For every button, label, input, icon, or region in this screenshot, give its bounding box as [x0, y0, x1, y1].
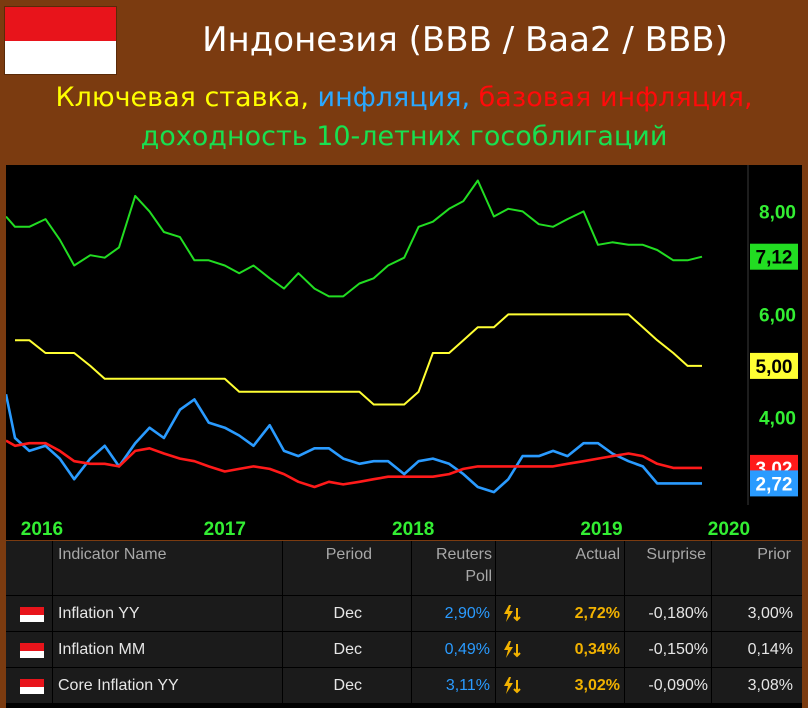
row-period: Dec: [333, 677, 362, 694]
row-surprise: -0,090%: [648, 677, 708, 694]
header-poll-line2: Poll: [465, 568, 492, 585]
series-line-core_inflation: [6, 439, 702, 489]
chart-svg: 8,006,004,007,125,003,022,72 2016 2017 201…: [6, 165, 798, 540]
row-actual: 0,34%: [574, 641, 620, 658]
subtitle-inflation: инфляция,: [317, 82, 471, 113]
y-tick-label: 8,00: [759, 202, 796, 223]
x-tick-label: 2020: [708, 519, 750, 540]
subtitle-key-rate: Ключевая ставка,: [55, 82, 309, 113]
header-period: Period: [325, 546, 372, 563]
header-poll-line1: Reuters: [435, 546, 492, 563]
x-tick-label: 2017: [204, 519, 246, 540]
label-layer: 8,006,004,007,125,003,022,72: [750, 202, 798, 497]
indonesia-flag-icon: [20, 643, 44, 658]
row-indicator-name: Core Inflation YY: [58, 677, 179, 694]
header-poll: Reuters Poll: [416, 544, 492, 594]
row-indicator-name: Inflation MM: [58, 641, 146, 658]
lightning-arrow-icon: [504, 641, 521, 658]
row-poll: 2,90%: [444, 605, 490, 622]
column-separator: [711, 541, 712, 708]
lightning-arrow-icon: [504, 605, 521, 622]
row-surprise: -0,180%: [648, 605, 708, 622]
x-tick-label: 2016: [21, 519, 63, 540]
row-prior: 3,08%: [747, 677, 793, 694]
table-row: Inflation YY Dec 2,90% 2,72% -0,180% 3,0…: [6, 596, 802, 631]
last-value-label-inflation: 2,72: [756, 474, 793, 495]
y-tick-label: 6,00: [759, 305, 796, 326]
series-line-bond_yield: [6, 179, 703, 298]
column-separator: [624, 541, 625, 708]
subtitle-bond-yield: доходность 10-летних гособлигаций: [140, 121, 668, 152]
line-chart: 8,00 6,00 4,00 7,12 5,00 3,02 2,72 2016 2017 201…: [6, 165, 802, 540]
row-surprise: -0,150%: [648, 641, 708, 658]
x-tick-layer: 2016 2017 2018 2019 2020: [21, 519, 750, 540]
x-tick-label: 2019: [580, 519, 622, 540]
indonesia-flag-icon: [20, 607, 44, 622]
row-indicator-name: Inflation YY: [58, 605, 140, 622]
x-tick-label: 2018: [392, 519, 434, 540]
last-value-badge-inflation: [750, 470, 798, 497]
header-surprise: Surprise: [646, 546, 706, 563]
header-prior: Prior: [757, 546, 791, 563]
column-separator: [282, 541, 283, 708]
row-poll: 0,49%: [444, 641, 490, 658]
header-actual: Actual: [575, 546, 620, 563]
header-indicator: Indicator Name: [58, 546, 167, 563]
column-separator: [495, 541, 496, 708]
indicator-table: Indicator Name Period Reuters Poll Actua…: [6, 541, 802, 708]
column-separator: [52, 541, 53, 708]
subtitle-core-inflation: базовая инфляция,: [478, 82, 753, 113]
last-value-label-key_rate: 5,00: [756, 357, 793, 378]
lightning-arrow-icon: [504, 677, 521, 694]
row-period: Dec: [333, 605, 362, 622]
series-line-key_rate: [15, 313, 702, 406]
row-poll: 3,11%: [445, 677, 490, 694]
indonesia-flag-icon: [5, 7, 116, 74]
page-title: Индонезия (BBB / Baa2 / BBB): [202, 20, 728, 60]
last-value-badge-bond_yield: [750, 243, 798, 270]
column-separator: [411, 541, 412, 708]
row-prior: 0,14%: [747, 641, 793, 658]
indonesia-flag-icon: [20, 679, 44, 694]
y-tick-label: 4,00: [759, 408, 796, 429]
row-actual: 2,72%: [574, 605, 620, 622]
table-header-row: Indicator Name Period Reuters Poll Actua…: [6, 541, 802, 595]
row-period: Dec: [333, 641, 362, 658]
series-line-inflation: [6, 393, 702, 494]
last-value-label-bond_yield: 7,12: [756, 248, 793, 269]
series-layer: [6, 179, 703, 494]
table-row: Core Inflation YY Dec 3,11% 3,02% -0,090…: [6, 668, 802, 703]
row-prior: 3,00%: [747, 605, 793, 622]
last-value-badge-key_rate: [750, 352, 798, 379]
page-subtitle: Ключевая ставка, инфляция, базовая инфля…: [0, 78, 808, 156]
row-actual: 3,02%: [574, 677, 620, 694]
table-row: Inflation MM Dec 0,49% 0,34% -0,150% 0,1…: [6, 632, 802, 667]
